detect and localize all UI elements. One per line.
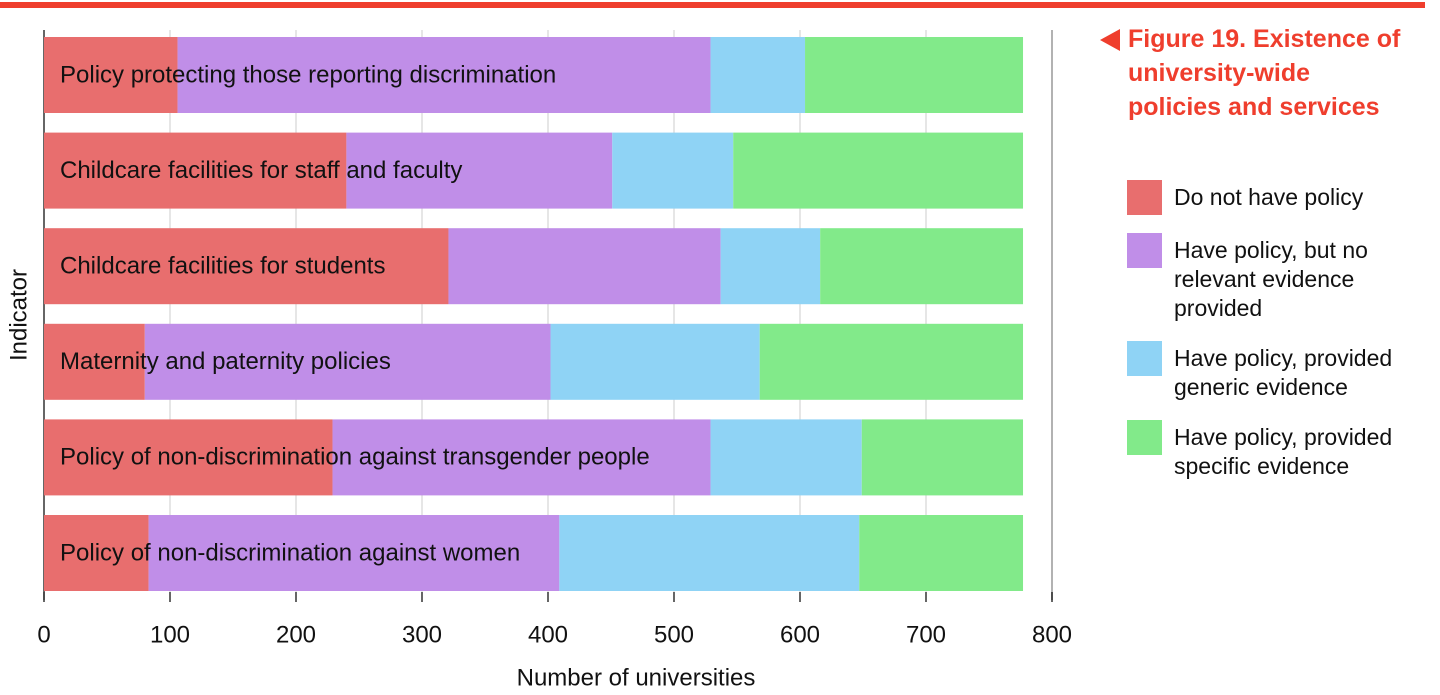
bar-segment — [177, 37, 711, 113]
bar-segment — [148, 515, 560, 591]
legend-item: Have policy, but no relevant evidence pr… — [1127, 233, 1427, 323]
legend-label: Have policy, provided generic evidence — [1174, 345, 1393, 400]
x-tick-label: 100 — [150, 621, 190, 648]
bar-segment — [44, 419, 333, 496]
category-label: Childcare facilities for staff and facul… — [60, 157, 462, 184]
category-label: Childcare facilities for students — [60, 253, 385, 280]
bar-segment — [859, 515, 1024, 591]
x-tick-label: 500 — [654, 621, 694, 648]
bar-segment — [44, 228, 449, 305]
bar-segment — [733, 132, 1024, 209]
x-tick-label: 700 — [906, 621, 946, 648]
bar-segment — [44, 132, 347, 209]
bar-segment — [710, 419, 862, 496]
x-tick-label: 200 — [276, 621, 316, 648]
legend-swatch — [1127, 180, 1162, 215]
title-marker — [1100, 29, 1120, 51]
x-tick-label: 600 — [780, 621, 820, 648]
bar-segment — [805, 37, 1024, 113]
bar-segment — [346, 132, 613, 209]
x-tick-label: 800 — [1032, 621, 1072, 648]
bar-segment — [720, 228, 821, 305]
bar-segment — [612, 132, 734, 209]
bar-segment — [550, 323, 760, 400]
top-rule — [0, 2, 1425, 8]
legend-item: Have policy, provided specific evidence — [1127, 420, 1427, 481]
bar-segment — [144, 323, 551, 400]
bar-segment — [448, 228, 721, 305]
category-label: Policy protecting those reporting discri… — [60, 61, 556, 88]
x-tick-label: 400 — [528, 621, 568, 648]
legend-label: Do not have policy — [1174, 184, 1364, 210]
legend-swatch — [1127, 233, 1162, 268]
bar-segment — [44, 515, 149, 591]
legend-item: Do not have policy — [1127, 180, 1427, 215]
bar-segment — [759, 323, 1024, 400]
bar-segment — [332, 419, 711, 496]
bar-segment — [710, 37, 806, 113]
bar-segment — [820, 228, 1024, 305]
legend-label: Have policy, but no relevant evidence pr… — [1174, 237, 1368, 321]
y-axis-label: Indicator — [5, 269, 32, 361]
bar-segment — [559, 515, 860, 591]
x-axis-label: Number of universities — [517, 664, 756, 691]
legend-item: Have policy, provided generic evidence — [1127, 341, 1427, 402]
legend-swatch — [1127, 420, 1162, 455]
bar-segment — [44, 323, 145, 400]
legend: Do not have policy Have policy, but no re… — [1127, 180, 1427, 499]
x-tick-label: 0 — [37, 621, 50, 648]
legend-swatch — [1127, 341, 1162, 376]
chart-title: Figure 19. Existence of university-wide … — [1128, 25, 1401, 121]
x-tick-label: 300 — [402, 621, 442, 648]
legend-label: Have policy, provided specific evidence — [1174, 424, 1393, 479]
grid — [43, 30, 1053, 600]
bar-segment — [861, 419, 1024, 496]
category-label: Policy of non-discrimination against wom… — [60, 539, 520, 566]
bar-segment — [44, 37, 178, 113]
category-label: Maternity and paternity policies — [60, 348, 391, 375]
category-label: Policy of non-discrimination against tra… — [60, 444, 650, 471]
